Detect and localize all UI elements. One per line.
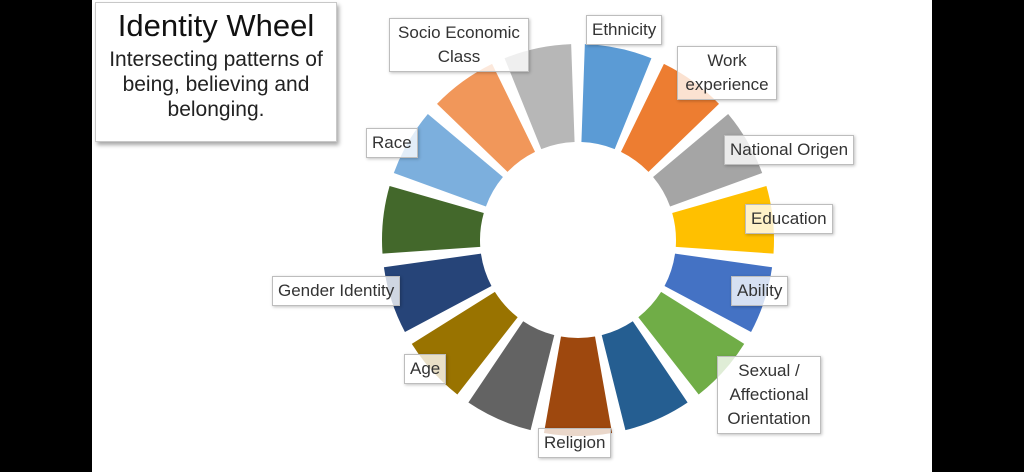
label-work-experience: Work experience: [677, 46, 777, 100]
label-socio-economic-class: Socio Economic Class: [389, 18, 529, 72]
slide: Identity Wheel Intersecting patterns of …: [92, 0, 932, 472]
label-national-origen: National Origen: [724, 135, 854, 165]
label-race: Race: [366, 128, 418, 158]
wheel-segment-religion: [544, 337, 612, 436]
label-religion: Religion: [538, 428, 611, 458]
page-title: Identity Wheel: [96, 9, 336, 43]
label-gender-identity: Gender Identity: [272, 276, 400, 306]
label-education: Education: [745, 204, 833, 234]
page-subtitle: Intersecting patterns of being, believin…: [96, 47, 336, 122]
label-sexual-orientation: Sexual / Affectional Orientation: [717, 356, 821, 434]
label-age: Age: [404, 354, 446, 384]
title-box: Identity Wheel Intersecting patterns of …: [95, 2, 337, 142]
label-ability: Ability: [731, 276, 788, 306]
label-ethnicity: Ethnicity: [586, 15, 662, 45]
